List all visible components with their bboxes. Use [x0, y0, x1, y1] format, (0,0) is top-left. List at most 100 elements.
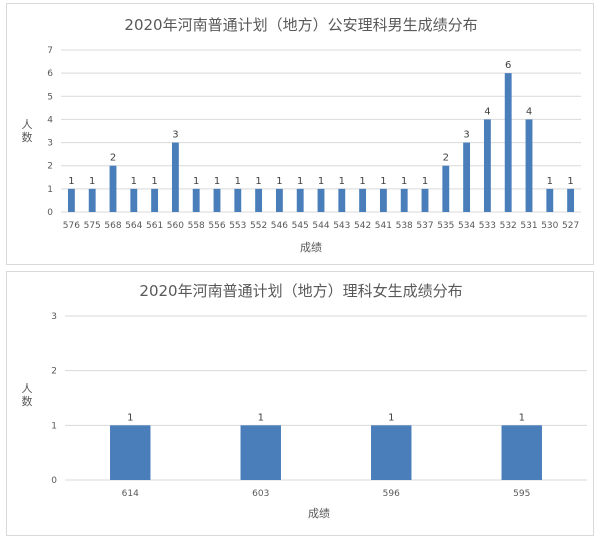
y-axis-title-char: 人 [22, 382, 33, 395]
bar [371, 425, 412, 480]
y-tick-label: 0 [47, 208, 53, 218]
x-tick-label: 552 [250, 221, 267, 231]
bar [567, 188, 575, 212]
bar [192, 188, 200, 212]
data-label: 1 [193, 176, 199, 187]
x-axis-title: 成绩 [308, 507, 330, 520]
bar [483, 119, 491, 212]
bar [234, 188, 242, 212]
y-tick-label: 0 [51, 476, 57, 486]
x-tick-label: 596 [383, 489, 400, 499]
x-tick-label: 538 [396, 221, 413, 231]
chart-title: 2020年河南普通计划（地方）理科女生成绩分布 [139, 282, 462, 300]
bar [171, 142, 179, 212]
x-tick-label: 575 [84, 221, 101, 231]
data-label: 1 [380, 176, 386, 187]
bar [421, 188, 429, 212]
data-label: 1 [127, 412, 133, 423]
data-label: 1 [422, 176, 428, 187]
bar [504, 73, 512, 213]
bar [88, 188, 96, 212]
data-label: 1 [401, 176, 407, 187]
x-tick-label: 545 [292, 221, 309, 231]
bar [359, 188, 367, 212]
y-tick-label: 2 [51, 367, 57, 377]
bar [240, 425, 281, 480]
bar [109, 165, 117, 212]
bar [501, 425, 542, 480]
y-axis-title-char: 数 [22, 131, 33, 144]
bar [130, 188, 138, 212]
data-label: 1 [318, 176, 324, 187]
y-axis-title: 人数 [22, 118, 33, 144]
bar [379, 188, 387, 212]
bar [442, 165, 450, 212]
x-tick-label: 534 [458, 221, 475, 231]
x-tick-label: 561 [146, 221, 163, 231]
data-label: 1 [235, 176, 241, 187]
data-label: 1 [258, 412, 264, 423]
bar [255, 188, 263, 212]
y-tick-label: 6 [47, 69, 53, 79]
x-tick-label: 603 [252, 489, 269, 499]
x-tick-label: 532 [500, 221, 517, 231]
data-label: 1 [131, 176, 137, 187]
bar [317, 188, 325, 212]
y-tick-label: 4 [47, 115, 53, 125]
bar [296, 188, 304, 212]
x-tick-label: 553 [229, 221, 246, 231]
x-tick-label: 537 [416, 221, 433, 231]
x-tick-label: 560 [167, 221, 184, 231]
x-tick-label: 614 [122, 489, 139, 499]
data-label: 1 [68, 176, 74, 187]
chart-panel-female: 2020年河南普通计划（地方）理科女生成绩分布 0 1 2 3 1 1 1 1 614 603… [6, 271, 594, 536]
data-label: 1 [547, 176, 553, 187]
chart-panel-male: 2020年河南普通计划（地方）公安理科男生成绩分布 0 1 2 3 4 5 6 7 1 1 2 1 1… [6, 3, 594, 265]
bar [463, 142, 471, 212]
x-axis-title: 成绩 [300, 241, 322, 254]
data-label: 3 [172, 130, 178, 141]
x-tick-label: 530 [541, 221, 558, 231]
chart-title: 2020年河南普通计划（地方）公安理科男生成绩分布 [124, 16, 477, 34]
x-tick-label: 546 [271, 221, 288, 231]
y-tick-label: 1 [51, 421, 57, 431]
data-label: 3 [463, 130, 469, 141]
y-axis-title: 人数 [22, 382, 33, 408]
data-label: 1 [255, 176, 261, 187]
x-tick-label: 568 [104, 221, 121, 231]
data-label: 1 [519, 412, 525, 423]
bar [546, 188, 554, 212]
x-tick-label: 556 [208, 221, 225, 231]
bar [275, 188, 283, 212]
data-label: 1 [339, 176, 345, 187]
y-axis-title-char: 数 [22, 395, 33, 408]
data-label: 1 [359, 176, 365, 187]
bar [151, 188, 159, 212]
bar [67, 188, 75, 212]
data-label: 2 [443, 153, 449, 164]
x-tick-label: 558 [188, 221, 205, 231]
x-tick-label: 531 [520, 221, 537, 231]
x-tick-label: 527 [562, 221, 579, 231]
x-tick-label: 576 [63, 221, 80, 231]
bar [525, 119, 533, 212]
bar [213, 188, 221, 212]
data-label: 1 [388, 412, 394, 423]
data-label: 4 [526, 106, 532, 117]
male-score-chart: 2020年河南普通计划（地方）公安理科男生成绩分布 0 1 2 3 4 5 6 7 1 1 2 1 1… [22, 16, 581, 254]
y-axis-title-char: 人 [22, 118, 33, 131]
data-label: 1 [151, 176, 157, 187]
x-tick-label: 595 [513, 489, 530, 499]
data-label: 1 [214, 176, 220, 187]
x-tick-label: 544 [312, 221, 329, 231]
y-tick-label: 3 [51, 312, 57, 322]
data-label: 2 [110, 153, 116, 164]
bar [338, 188, 346, 212]
y-tick-label: 5 [47, 92, 53, 102]
data-label: 1 [89, 176, 95, 187]
x-tick-label: 543 [333, 221, 350, 231]
bar [110, 425, 151, 480]
female-score-chart: 2020年河南普通计划（地方）理科女生成绩分布 0 1 2 3 1 1 1 1 614 603… [22, 282, 587, 520]
y-tick-label: 2 [47, 162, 53, 172]
data-label: 1 [567, 176, 573, 187]
